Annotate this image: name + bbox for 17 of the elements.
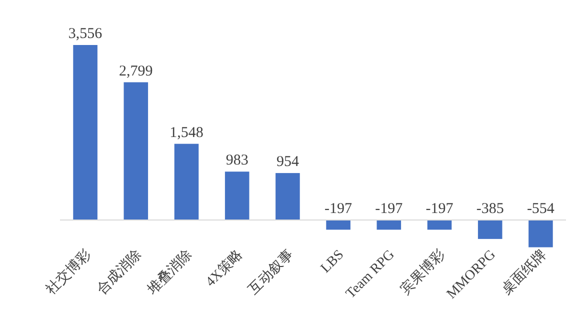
data-label: -385: [476, 201, 504, 217]
x-tick-label: 桌面纸牌: [498, 246, 550, 298]
data-label: -197: [375, 201, 404, 217]
x-tick-label: LBS: [318, 247, 348, 276]
x-tick-label: 社交博彩: [43, 246, 94, 298]
x-tick-label: 堆叠消除: [144, 246, 196, 298]
data-label: 983: [226, 152, 248, 169]
data-label: 954: [276, 154, 300, 170]
x-tick-label: 互动叙事: [246, 246, 297, 298]
data-label: 3,556: [68, 26, 103, 42]
x-tick-label: 合成消除: [94, 246, 145, 298]
data-label: 1,548: [170, 124, 204, 141]
data-label: -197: [324, 201, 353, 217]
x-tick-label: 4X策略: [202, 246, 246, 290]
data-label: -197: [426, 201, 454, 217]
data-label: 2,799: [119, 63, 153, 80]
data-label: -554: [526, 201, 555, 217]
